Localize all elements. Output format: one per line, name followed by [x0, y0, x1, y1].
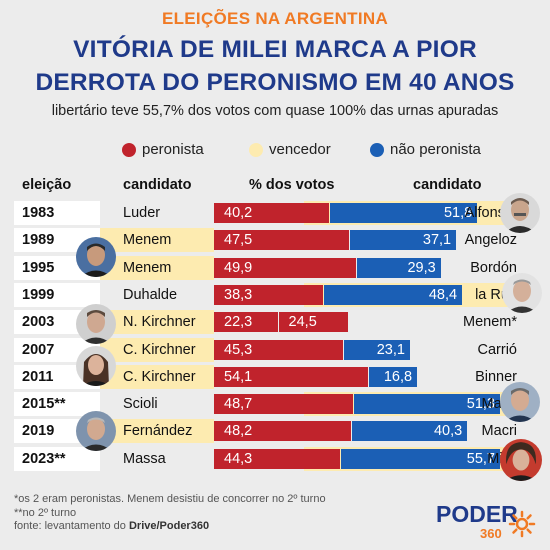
portrait-milei	[500, 439, 542, 481]
footnote-1: *os 2 eram peronistas. Menem desistiu de…	[14, 493, 326, 505]
header-candidate-right: candidato	[413, 177, 482, 193]
legend-label-peronist: peronista	[142, 141, 204, 158]
election-year: 2007	[14, 337, 100, 362]
candidate-non-peronist: Menem*	[463, 314, 517, 331]
table-row: 2011 C. Kirchner 54,1 16,8 Binner	[14, 364, 527, 389]
candidate-non-peronist: Angeloz	[464, 232, 517, 249]
footnotes: *os 2 eram peronistas. Menem desistiu de…	[14, 493, 326, 534]
candidate-non-peronist: Macri	[481, 423, 517, 440]
candidate-peronist: Luder	[123, 205, 161, 221]
candidate-peronist: Fernández	[123, 423, 193, 440]
winner-highlight	[100, 255, 214, 280]
bar-peronist: 38,3	[214, 284, 324, 305]
title-line-2: DERROTA DO PERONISMO EM 40 ANOS	[35, 69, 515, 96]
bar-peronist: 47,5	[214, 230, 350, 251]
bar-non-peronist: 23,1	[344, 339, 410, 360]
legend-dot-non-peronist	[370, 142, 384, 157]
table-row: 2003 N. Kirchner 22,3 24,5 Menem*	[14, 310, 527, 335]
subtitle: libertário teve 55,7% dos votos com quas…	[51, 103, 499, 119]
candidate-non-peronist: Bordón	[470, 259, 517, 276]
title-line-1: VITÓRIA DE MILEI MARCA A PIOR	[73, 36, 477, 63]
election-year: 2015**	[14, 392, 100, 417]
table-row: 1983 Luder 40,2 51,8 Alfonsín	[14, 201, 527, 225]
winner-highlight	[100, 310, 214, 335]
candidate-non-peronist: Binner	[475, 368, 517, 385]
bar-peronist: 22,3	[214, 312, 278, 333]
logo-sub: 360	[480, 526, 502, 541]
candidate-peronist: Scioli	[123, 396, 158, 413]
bar-peronist-second: 24,5	[278, 312, 349, 333]
legend-label-non-peronist: não peronista	[390, 141, 481, 158]
footnote-2: **no 2º turno	[14, 506, 77, 519]
bar-peronist: 45,3	[214, 339, 344, 360]
candidate-non-peronist: Carrió	[477, 341, 517, 358]
table-row: 2007 C. Kirchner 45,3 23,1 Carrió	[14, 337, 527, 362]
bar-peronist: 44,3	[214, 448, 341, 469]
source-prefix: fonte: levantamento do	[14, 520, 129, 532]
legend-item-winner: vencedor	[249, 141, 331, 158]
bar-non-peronist: 37,1	[350, 230, 457, 251]
portrait-fernandez	[76, 411, 116, 451]
portrait-cristina-kirchner	[76, 346, 116, 386]
winner-highlight	[100, 419, 214, 444]
logo-sun-icon	[508, 510, 536, 538]
portrait-de-la-rua	[502, 273, 542, 313]
election-year: 2023**	[14, 446, 100, 471]
header-votes: % dos votos	[249, 177, 335, 193]
candidate-peronist: Menem	[123, 259, 172, 276]
bar-non-peronist: 16,8	[369, 366, 418, 387]
legend-dot-winner	[249, 142, 263, 157]
portrait-menem	[76, 237, 116, 277]
logo-text: PODER	[436, 501, 518, 527]
table-row: 2015** Scioli 48,7 51,3 Macri	[14, 392, 527, 417]
portrait-macri	[500, 382, 540, 422]
bar-non-peronist: 51,8	[329, 203, 478, 223]
candidate-peronist: Menem	[123, 232, 172, 249]
source-name: Drive/Poder360	[128, 520, 210, 532]
bar-non-peronist: 51,3	[353, 394, 500, 415]
legend-dot-peronist	[122, 142, 136, 157]
bar-peronist: 48,7	[214, 394, 353, 415]
bar-non-peronist: 48,4	[324, 284, 463, 305]
portrait-nestor-kirchner	[76, 304, 116, 344]
candidate-peronist: Massa	[123, 450, 166, 467]
legend-item-non-peronist: não peronista	[370, 141, 481, 158]
bar-peronist: 49,9	[214, 257, 357, 278]
kicker: ELEIÇÕES NA ARGENTINA	[161, 9, 389, 28]
legend-item-peronist: peronista	[122, 141, 204, 158]
election-year: 1999	[14, 282, 100, 307]
election-year: 1983	[14, 201, 100, 225]
legend-label-winner: vencedor	[269, 141, 331, 158]
winner-highlight	[100, 364, 214, 389]
election-year: 2011	[14, 364, 100, 389]
header-candidate-left: candidato	[123, 177, 192, 193]
header-election: eleição	[22, 177, 72, 193]
bar-peronist: 48,2	[214, 421, 352, 442]
table-row: 1999 Duhalde 38,3 48,4 la Rúa	[14, 282, 527, 307]
candidate-peronist: C. Kirchner	[123, 368, 196, 385]
poder360-logo: PODER 360	[436, 500, 536, 547]
candidate-peronist: Duhalde	[123, 286, 178, 303]
portrait-alfonsin	[500, 193, 540, 233]
winner-highlight	[100, 228, 214, 253]
bar-non-peronist: 55,7	[341, 448, 500, 469]
bar-non-peronist: 40,3	[352, 421, 468, 442]
winner-highlight	[100, 337, 214, 362]
candidate-peronist: C. Kirchner	[123, 341, 196, 358]
source: fonte: levantamento do Drive/Poder360	[14, 520, 326, 534]
bar-non-peronist: 29,3	[357, 257, 441, 278]
candidate-peronist: N. Kirchner	[123, 314, 196, 331]
bar-peronist: 40,2	[214, 203, 329, 223]
bar-peronist: 54,1	[214, 366, 369, 387]
